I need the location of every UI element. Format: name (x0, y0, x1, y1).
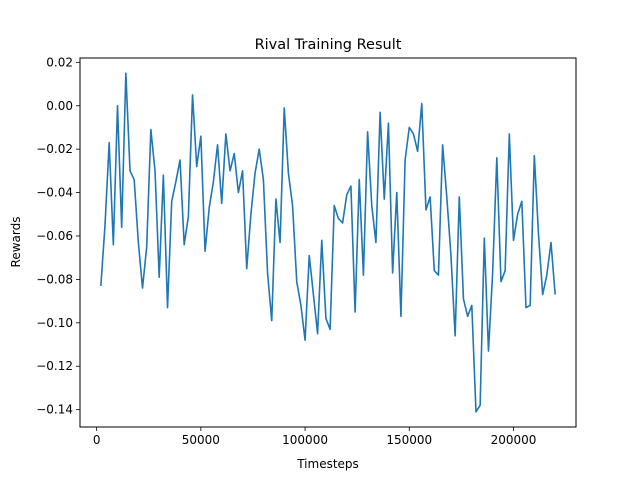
y-axis: −0.14 −0.12 −0.10 −0.08 −0.06 −0.04 −0.02 0.00 0… (36, 55, 80, 417)
y-tick-label: −0.08 (36, 272, 73, 286)
x-axis: 0 50000 100000 150000 200000 (93, 427, 537, 447)
y-axis-label: Rewards (9, 217, 23, 268)
x-tick-label: 100000 (282, 433, 328, 447)
plot-area (100, 72, 556, 413)
x-tick-label: 200000 (491, 433, 537, 447)
series-line-0 (100, 72, 556, 413)
x-tick-label: 150000 (386, 433, 432, 447)
y-tick-label: −0.14 (36, 403, 73, 417)
y-tick-label: −0.12 (36, 359, 73, 373)
x-tick-label: 50000 (182, 433, 220, 447)
plot-frame (79, 57, 577, 428)
y-tick-label: 0.00 (46, 99, 73, 113)
y-tick-label: −0.10 (36, 316, 73, 330)
y-tick-label: −0.02 (36, 142, 73, 156)
y-tick-label: −0.06 (36, 229, 73, 243)
y-tick-label: 0.02 (46, 55, 73, 69)
x-axis-label: Timesteps (296, 457, 359, 471)
x-tick-label: 0 (93, 433, 101, 447)
chart-title: Rival Training Result (255, 37, 402, 53)
y-tick-label: −0.04 (36, 186, 73, 200)
